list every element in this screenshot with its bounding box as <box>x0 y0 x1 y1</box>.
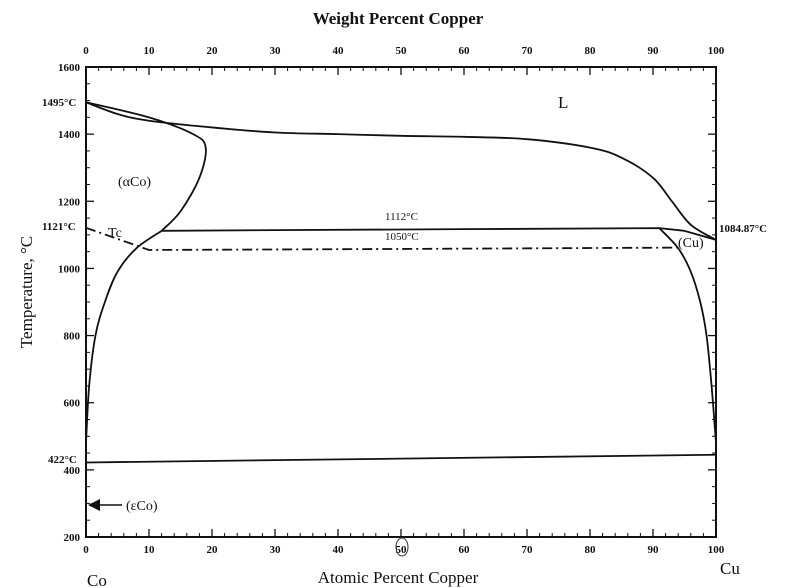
end-label-left: Co <box>87 571 107 588</box>
x-bottom-tick-label: 20 <box>207 544 219 556</box>
x-top-tick-label: 70 <box>522 45 534 57</box>
x-top-tick-label: 100 <box>708 45 725 57</box>
phase-boundaries <box>85 101 717 464</box>
x-bottom-tick-label: 60 <box>459 544 471 556</box>
curie-line-label: 1050°C <box>385 231 419 243</box>
cu-solvus <box>658 227 717 444</box>
y-axis-label: Temperature, °C <box>17 236 36 348</box>
plot-border <box>85 66 717 538</box>
plot-frame <box>85 66 717 538</box>
x-bottom-tick-label: 100 <box>708 544 725 556</box>
y-tick-label: 1200 <box>58 196 81 208</box>
tick-marks: 0 10 20 30 40 50 60 70 80 90 1000 10 20 30 40 50 60 70 80 9… <box>58 45 725 556</box>
cu-liquidus-segment <box>684 229 717 241</box>
x-bottom-tick-label: 30 <box>270 544 282 556</box>
x-bottom-tick-label: 90 <box>648 544 660 556</box>
x-top-tick-label: 50 <box>396 45 408 57</box>
x-top-tick-label: 40 <box>333 45 345 57</box>
x-bottom-tick-label: 50 <box>396 544 408 556</box>
x-top-tick-label: 0 <box>83 45 89 57</box>
y-tick-label: 800 <box>64 331 81 343</box>
y-tick-label: 1600 <box>58 62 81 74</box>
cu-phase-label: (Cu) <box>678 236 704 251</box>
y-tick-label: 1400 <box>58 129 81 141</box>
epsilon-co-label: (εCo) <box>126 499 158 514</box>
peritectic-line <box>161 227 685 232</box>
x-top-tick-label: 60 <box>459 45 471 57</box>
curie-label: Tc <box>108 226 122 241</box>
epsilon-co-arrow <box>88 499 122 511</box>
co-melting-label: 1495°C <box>42 97 76 109</box>
x-top-tick-label: 20 <box>207 45 219 57</box>
hand-mark-ellipse <box>395 537 409 557</box>
alpha-co-solidus <box>85 101 207 232</box>
alpha-co-solvus <box>85 230 163 444</box>
martensitic-line <box>85 453 717 464</box>
y-tick-label: 200 <box>64 532 81 544</box>
eutectic-left-label: 1121°C <box>42 221 76 233</box>
cu-melting-label: 1084.87°C <box>719 223 767 235</box>
x-bottom-tick-label: 40 <box>333 544 345 556</box>
x-top-tick-label: 10 <box>144 45 156 57</box>
alpha-co-label: (αCo) <box>118 175 151 190</box>
x-bottom-tick-label: 70 <box>522 544 534 556</box>
x-top-tick-label: 30 <box>270 45 282 57</box>
chart-title: Weight Percent Copper <box>313 9 484 28</box>
y-tick-label: 600 <box>64 398 81 410</box>
x-top-tick-label: 80 <box>585 45 597 57</box>
y-tick-label: 1000 <box>58 263 81 275</box>
x-bottom-tick-label: 0 <box>83 544 89 556</box>
liquid-label: L <box>558 93 568 112</box>
peritectic-label: 1112°C <box>385 211 418 223</box>
x-bottom-tick-label: 80 <box>585 544 597 556</box>
x-axis-label: Atomic Percent Copper <box>318 568 479 587</box>
x-top-tick-label: 90 <box>648 45 660 57</box>
end-label-right: Cu <box>720 559 740 578</box>
x-bottom-tick-label: 10 <box>144 544 156 556</box>
y-tick-label: 400 <box>64 465 81 477</box>
martensitic-label: 422°C <box>48 454 77 466</box>
